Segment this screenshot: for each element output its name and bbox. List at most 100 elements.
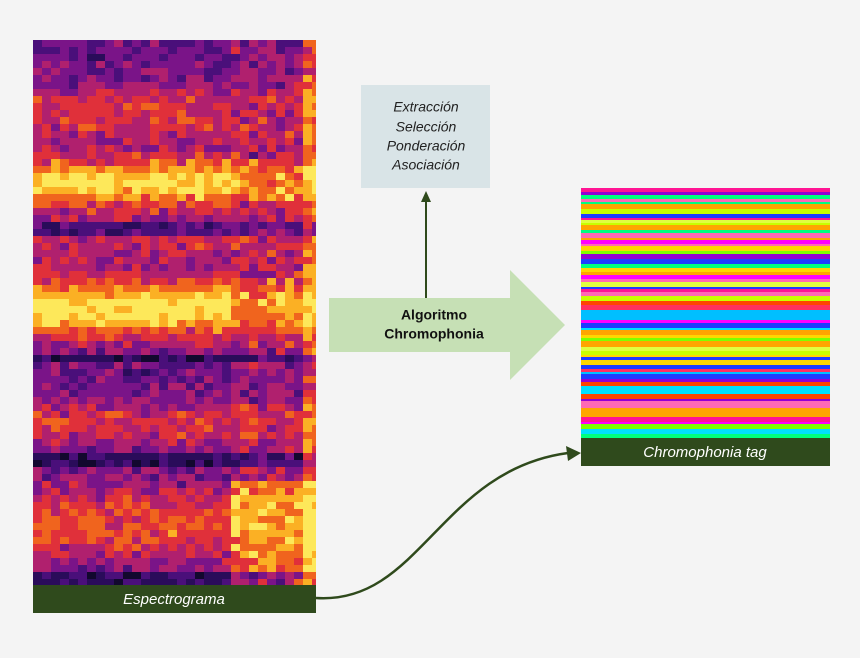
spectrogram-cell [141,278,150,285]
spectrogram-cell [312,201,316,208]
spectrogram-cell [195,229,204,236]
spectrogram-cell [213,425,222,432]
spectrogram-cell [303,320,312,327]
spectrogram-cell [132,516,141,523]
spectrogram-cell [222,474,231,481]
spectrogram-cell [33,75,42,82]
spectrogram-cell [204,383,213,390]
tag-stripe [581,374,830,379]
spectrogram-cell [105,579,114,585]
spectrogram-cell [96,495,105,502]
spectrogram-cell [168,117,177,124]
spectrogram-cell [87,334,96,341]
spectrogram-cell [258,313,267,320]
spectrogram-cell [96,411,105,418]
spectrogram-cell [96,264,105,271]
spectrogram-cell [60,306,69,313]
spectrogram-cell [294,110,303,117]
spectrogram-cell [150,75,159,82]
spectrogram-cell [114,103,123,110]
spectrogram-cell [33,439,42,446]
spectrogram-cell [123,446,132,453]
spectrogram-cell [249,348,258,355]
spectrogram-cell [105,96,114,103]
spectrogram-cell [258,299,267,306]
spectrogram-cell [231,124,240,131]
spectrogram-cell [150,446,159,453]
spectrogram-cell [168,579,177,585]
spectrogram-cell [114,82,123,89]
spectrogram-cell [267,40,276,47]
spectrogram-cell [96,565,105,572]
spectrogram-cell [294,306,303,313]
spectrogram-cell [294,488,303,495]
spectrogram-cell [267,138,276,145]
spectrogram-cell [294,152,303,159]
spectrogram-cell [213,215,222,222]
spectrogram-cell [42,145,51,152]
spectrogram-cell [150,285,159,292]
spectrogram-cell [60,110,69,117]
spectrogram-cell [258,467,267,474]
spectrogram-cell [186,110,195,117]
spectrogram-cell [105,523,114,530]
spectrogram-cell [222,516,231,523]
spectrogram-cell [177,243,186,250]
spectrogram-cell [294,572,303,579]
spectrogram-cell [222,194,231,201]
spectrogram-cell [168,439,177,446]
spectrogram-cell [177,432,186,439]
spectrogram-cell [213,495,222,502]
spectrogram-cell [213,40,222,47]
spectrogram-cell [204,187,213,194]
spectrogram-cell [123,236,132,243]
spectrogram-cell [258,481,267,488]
spectrogram-cell [240,390,249,397]
spectrogram-cell [150,516,159,523]
spectrogram-cell [159,411,168,418]
spectrogram-cell [231,271,240,278]
spectrogram-cell [222,117,231,124]
spectrogram-cell [204,516,213,523]
spectrogram-cell [168,278,177,285]
spectrogram-cell [78,152,87,159]
spectrogram-cell [186,565,195,572]
spectrogram-cell [51,173,60,180]
spectrogram-cell [204,82,213,89]
spectrogram-cell [141,313,150,320]
spectrogram-cell [105,432,114,439]
spectrogram-cell [267,47,276,54]
spectrogram-cell [132,54,141,61]
spectrogram-cell [87,579,96,585]
spectrogram-cell [69,54,78,61]
spectrogram-cell [240,551,249,558]
spectrogram-cell [114,544,123,551]
spectrogram-cell [87,558,96,565]
spectrogram-cell [222,313,231,320]
spectrogram-cell [114,278,123,285]
spectrogram-cell [204,89,213,96]
spectrogram-cell [258,208,267,215]
spectrogram-cell [195,502,204,509]
spectrogram-cell [276,103,285,110]
spectrogram-cell [195,495,204,502]
spectrogram-cell [186,103,195,110]
spectrogram-cell [195,236,204,243]
spectrogram-cell [294,222,303,229]
spectrogram-cell [159,425,168,432]
spectrogram-cell [159,166,168,173]
spectrogram-cell [195,565,204,572]
spectrogram-cell [294,138,303,145]
spectrogram-cell [114,558,123,565]
spectrogram-cell [33,425,42,432]
spectrogram-cell [159,194,168,201]
spectrogram-cell [303,292,312,299]
spectrogram-cell [168,187,177,194]
spectrogram-cell [87,572,96,579]
spectrogram-cell [69,138,78,145]
spectrogram-cell [303,47,312,54]
spectrogram-cell [78,439,87,446]
spectrogram-cell [312,152,316,159]
spectrogram-cell [78,565,87,572]
spectrogram-cell [33,530,42,537]
